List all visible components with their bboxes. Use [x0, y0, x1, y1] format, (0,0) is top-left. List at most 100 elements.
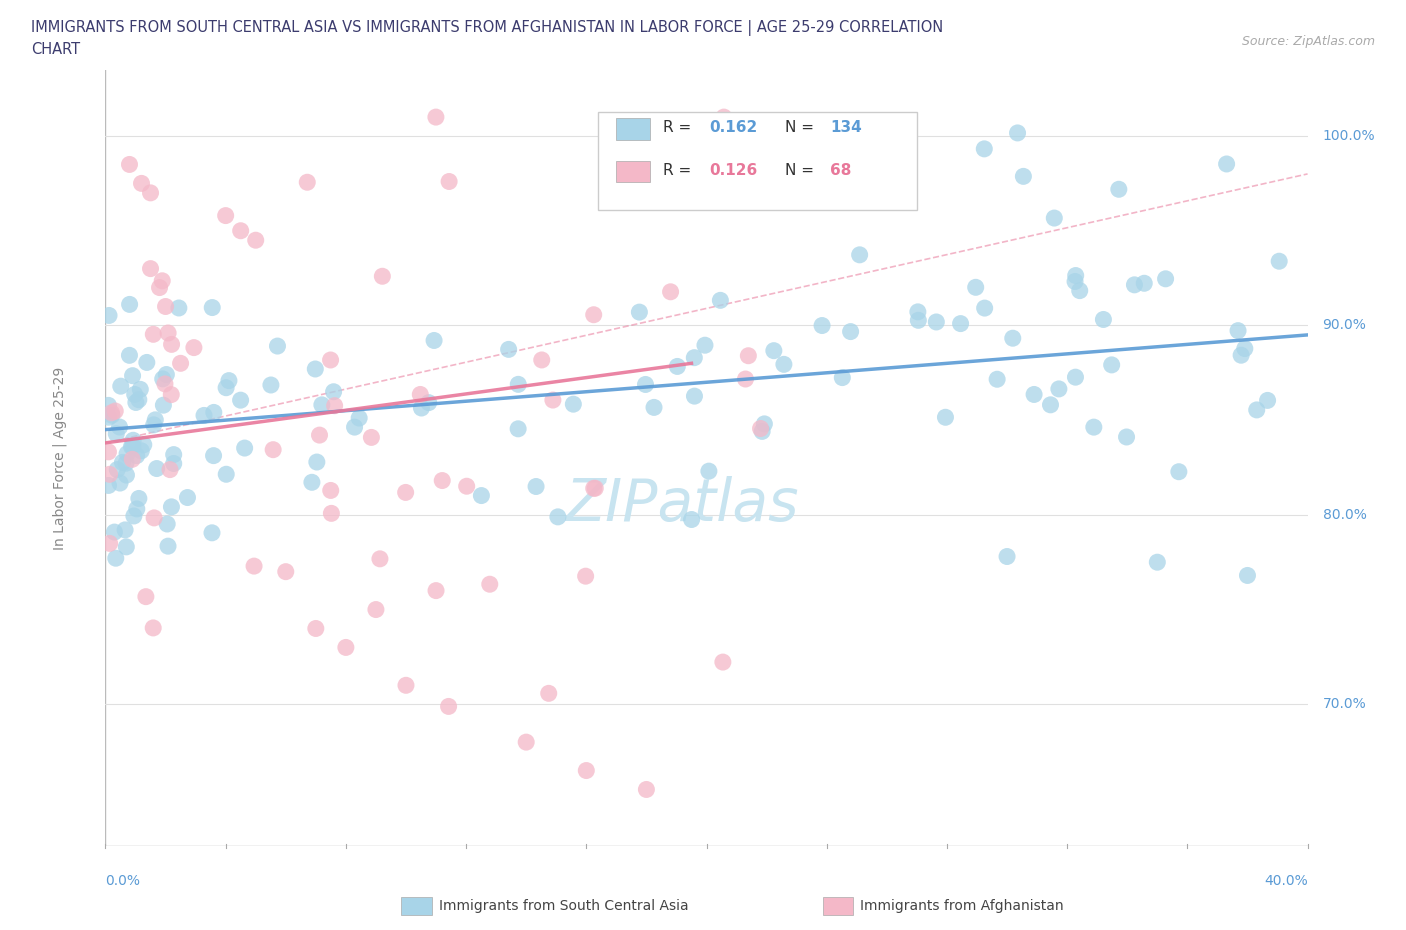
Point — [176, 490, 198, 505]
Point — [104, 404, 127, 418]
Point — [98, 536, 121, 551]
Bar — [616, 118, 650, 140]
Point — [311, 397, 333, 412]
Point — [262, 443, 284, 458]
Point — [319, 483, 342, 498]
Point — [456, 479, 478, 494]
Point — [125, 395, 148, 410]
Point — [907, 304, 929, 319]
Point — [575, 764, 598, 778]
Point — [108, 475, 131, 490]
Point — [142, 418, 165, 432]
Point — [128, 392, 150, 407]
Text: R =: R = — [664, 121, 696, 136]
Point — [848, 247, 870, 262]
Point — [1236, 568, 1258, 583]
Text: 68: 68 — [831, 163, 852, 179]
Point — [120, 439, 142, 454]
Point — [432, 473, 454, 488]
Point — [243, 559, 266, 574]
Point — [343, 419, 366, 434]
Point — [395, 485, 418, 499]
Point — [148, 280, 170, 295]
Point — [132, 437, 155, 452]
Point — [150, 273, 173, 288]
Point — [530, 352, 553, 367]
Point — [218, 373, 240, 388]
Point — [215, 467, 238, 482]
Point — [360, 430, 382, 445]
Text: In Labor Force | Age 25-29: In Labor Force | Age 25-29 — [52, 366, 67, 550]
Point — [1007, 126, 1029, 140]
Point — [582, 307, 605, 322]
Point — [97, 478, 120, 493]
Point — [1167, 464, 1189, 479]
Point — [1154, 272, 1177, 286]
Point — [121, 452, 143, 467]
Point — [1064, 370, 1087, 385]
Point — [155, 299, 177, 314]
Point — [562, 397, 585, 412]
Point — [1101, 357, 1123, 372]
Point — [118, 348, 141, 363]
Text: 134: 134 — [831, 121, 862, 136]
Text: 80.0%: 80.0% — [1323, 508, 1367, 522]
Point — [425, 583, 447, 598]
Point — [541, 392, 564, 407]
Point — [371, 269, 394, 284]
Point — [1064, 274, 1087, 289]
Point — [122, 509, 145, 524]
Point — [100, 405, 122, 420]
Point — [995, 549, 1018, 564]
Point — [135, 355, 157, 370]
Point — [437, 174, 460, 189]
Point — [409, 387, 432, 402]
Point — [122, 432, 145, 447]
Point — [762, 343, 785, 358]
Point — [508, 377, 530, 392]
Point — [322, 384, 344, 399]
Point — [156, 516, 179, 531]
Point — [925, 314, 948, 329]
Text: 40.0%: 40.0% — [1264, 874, 1308, 888]
Point — [986, 372, 1008, 387]
Point — [202, 448, 225, 463]
Text: Source: ZipAtlas.com: Source: ZipAtlas.com — [1241, 35, 1375, 48]
Point — [129, 444, 152, 458]
Point — [1039, 397, 1062, 412]
Point — [973, 141, 995, 156]
Point — [423, 333, 446, 348]
Point — [749, 421, 772, 436]
Point — [949, 316, 972, 331]
Point — [108, 419, 131, 434]
Point — [159, 462, 181, 477]
Point — [973, 300, 995, 315]
Point — [128, 491, 150, 506]
Point — [145, 461, 167, 476]
Point — [135, 590, 157, 604]
Point — [437, 699, 460, 714]
Point — [97, 410, 120, 425]
Text: 0.162: 0.162 — [709, 121, 758, 136]
Point — [1123, 277, 1146, 292]
FancyBboxPatch shape — [599, 113, 917, 209]
Point — [98, 308, 121, 323]
Point — [157, 326, 180, 340]
Point — [105, 462, 128, 477]
Point — [547, 510, 569, 525]
Point — [666, 359, 689, 374]
Point — [907, 312, 929, 327]
Point — [152, 371, 174, 386]
Point — [575, 569, 598, 584]
Point — [478, 577, 501, 591]
Point — [98, 467, 121, 482]
Point — [1115, 430, 1137, 445]
Point — [524, 479, 547, 494]
Text: IMMIGRANTS FROM SOUTH CENTRAL ASIA VS IMMIGRANTS FROM AFGHANISTAN IN LABOR FORCE: IMMIGRANTS FROM SOUTH CENTRAL ASIA VS IM… — [31, 20, 943, 36]
Point — [104, 551, 127, 565]
Point — [142, 326, 165, 341]
Point — [305, 621, 328, 636]
Point — [683, 351, 706, 365]
Point — [582, 481, 605, 496]
Text: R =: R = — [664, 163, 696, 179]
